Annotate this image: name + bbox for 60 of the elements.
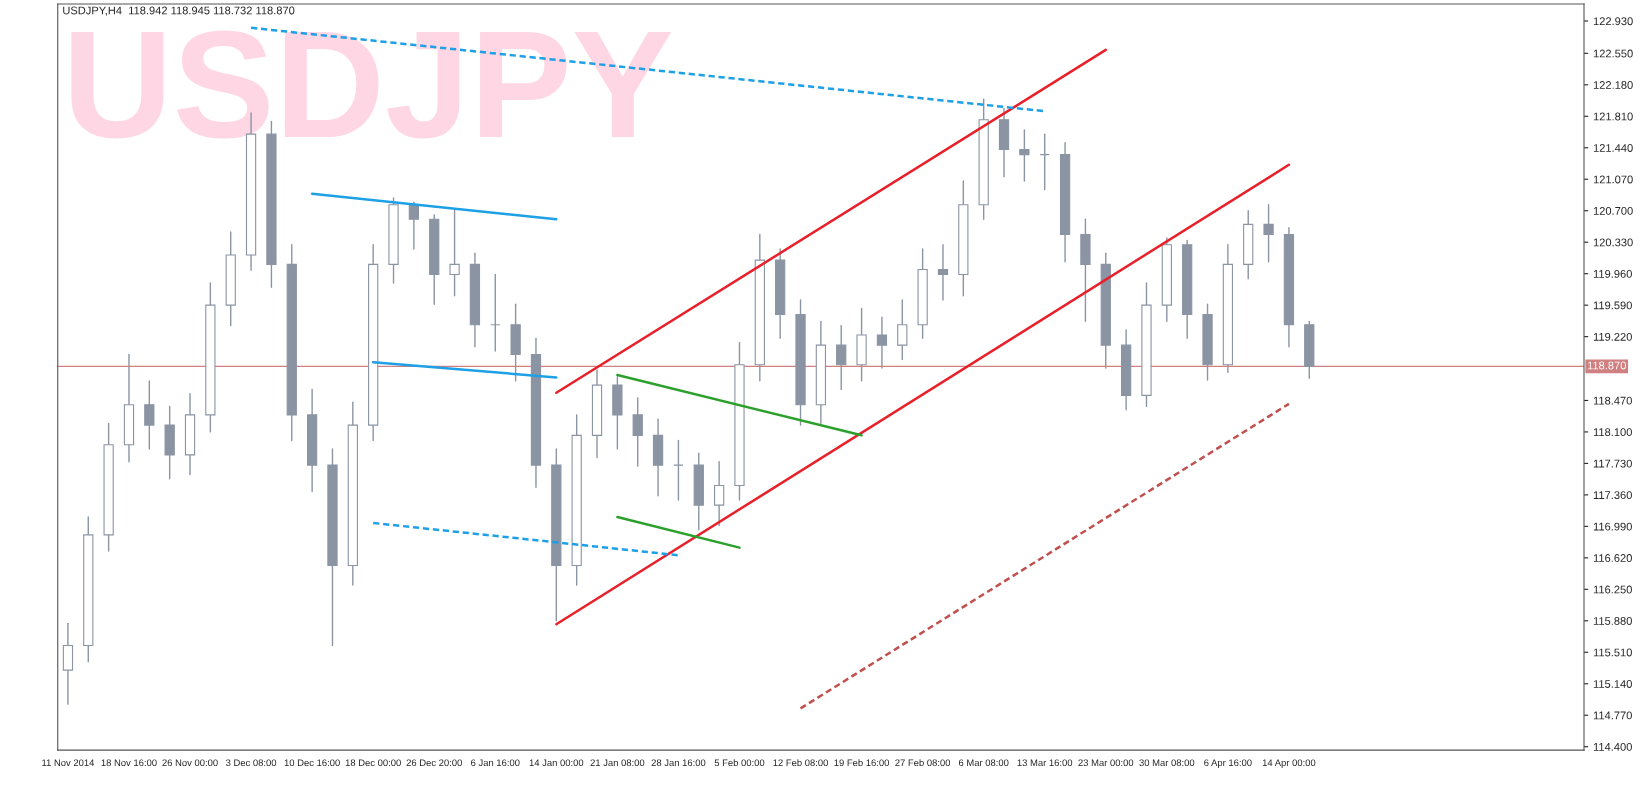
y-tick-label: 119.590 (1593, 301, 1632, 310)
y-tick-label: 117.730 (1593, 459, 1632, 468)
x-tick-label: 5 Feb 00:00 (714, 759, 765, 767)
y-tick-label: 118.100 (1593, 428, 1632, 437)
candlestick (897, 299, 908, 361)
y-tick-label: 115.140 (1593, 680, 1632, 688)
y-tick-label: 117.360 (1593, 491, 1632, 500)
candlestick (937, 244, 949, 301)
x-tick-label: 14 Apr 00:00 (1262, 759, 1316, 768)
candlestick (449, 209, 460, 297)
y-tick-label: 116.990 (1593, 522, 1632, 531)
y-tick-label: 118.470 (1593, 396, 1632, 405)
x-tick-label: 30 Mar 08:00 (1139, 759, 1195, 767)
x-tick-label: 18 Dec 00:00 (345, 759, 401, 767)
candlestick (713, 461, 725, 527)
chart-title: USDJPY,H4 118.942 118.945 118.732 118.870 (63, 6, 295, 16)
candlestick (490, 273, 501, 352)
y-tick-label: 114.770 (1593, 711, 1632, 720)
y-tick-label: 115.880 (1593, 617, 1632, 625)
y-tick-label: 122.180 (1593, 81, 1633, 89)
x-tick-label: 26 Dec 20:00 (406, 759, 462, 767)
y-tick-label: 114.400 (1593, 742, 1632, 751)
y-tick-label: 121.810 (1593, 112, 1633, 121)
candlestick (144, 380, 155, 450)
y-tick-label: 121.070 (1593, 175, 1633, 184)
y-tick-label: 120.330 (1593, 238, 1633, 247)
candlestick (632, 397, 643, 467)
x-tick-label: 11 Nov 2014 (42, 759, 95, 767)
x-tick-label: 23 Mar 00:00 (1078, 759, 1134, 767)
ref-line-label: 118.870 (1587, 361, 1626, 370)
y-tick-label: 119.960 (1593, 269, 1632, 278)
y-tick-label: 122.550 (1593, 49, 1633, 58)
y-tick-label: 115.510 (1593, 648, 1632, 657)
x-tick-label: 18 Nov 16:00 (101, 759, 157, 767)
x-tick-label: 14 Jan 00:00 (529, 759, 584, 767)
x-tick-label: 26 Nov 00:00 (162, 759, 218, 767)
x-tick-label: 12 Feb 08:00 (773, 759, 828, 767)
candlestick (876, 316, 888, 369)
x-tick-label: 6 Apr 16:00 (1204, 759, 1252, 768)
y-tick-label: 122.930 (1593, 17, 1633, 26)
x-tick-label: 21 Jan 08:00 (590, 759, 645, 767)
x-tick-label: 3 Dec 08:00 (225, 759, 277, 767)
x-tick-label: 13 Mar 16:00 (1017, 759, 1073, 767)
x-tick-label: 28 Jan 16:00 (651, 759, 706, 767)
candlestick (836, 324, 847, 391)
x-tick-label: 6 Jan 16:00 (471, 759, 520, 767)
y-tick-label: 116.620 (1593, 554, 1632, 562)
y-tick-label: 121.440 (1593, 144, 1633, 152)
candlestick (1019, 129, 1030, 182)
candlestick (1263, 204, 1274, 263)
y-tick-label: 116.250 (1593, 585, 1632, 594)
candlestick (673, 439, 684, 501)
y-tick-label: 119.220 (1593, 332, 1632, 341)
x-tick-label: 6 Mar 08:00 (958, 759, 1009, 767)
x-tick-label: 27 Feb 08:00 (895, 759, 951, 767)
candlestick (408, 201, 420, 250)
x-tick-label: 19 Feb 16:00 (834, 759, 890, 767)
candlestick (1039, 133, 1050, 191)
x-tick-label: 10 Dec 16:00 (284, 759, 340, 767)
y-tick-label: 120.700 (1593, 207, 1633, 215)
